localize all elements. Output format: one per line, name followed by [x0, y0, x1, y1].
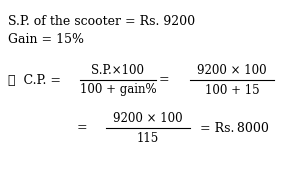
Text: =: = — [159, 74, 169, 87]
Text: ∴  C.P. =: ∴ C.P. = — [8, 74, 61, 87]
Text: 100 + gain%: 100 + gain% — [80, 83, 156, 96]
Text: 9200 × 100: 9200 × 100 — [197, 64, 267, 76]
Text: =: = — [77, 122, 87, 135]
Text: 100 + 15: 100 + 15 — [205, 83, 259, 96]
Text: 115: 115 — [137, 132, 159, 145]
Text: 9200 × 100: 9200 × 100 — [113, 111, 183, 124]
Text: S.P.×100: S.P.×100 — [91, 64, 144, 76]
Text: Gain = 15%: Gain = 15% — [8, 33, 84, 46]
Text: = Rs. 8000: = Rs. 8000 — [200, 122, 269, 135]
Text: S.P. of the scooter = Rs. 9200: S.P. of the scooter = Rs. 9200 — [8, 15, 195, 28]
